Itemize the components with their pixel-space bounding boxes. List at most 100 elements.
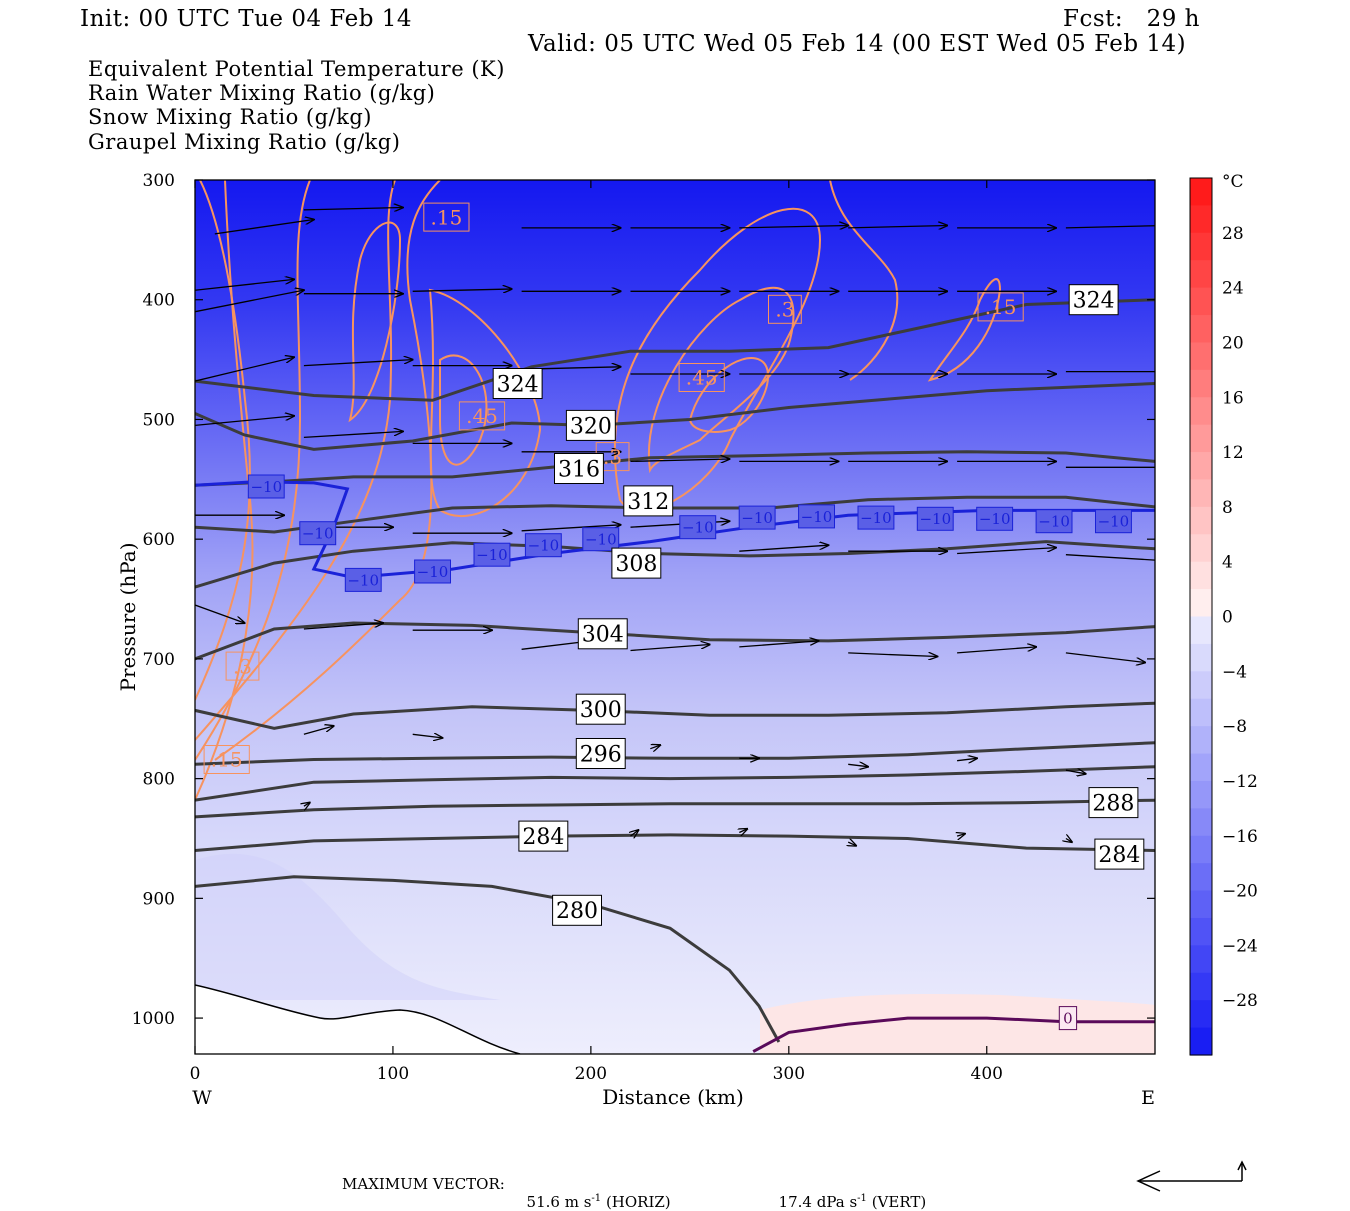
colorbar-segment bbox=[1190, 972, 1212, 1001]
wind-vector bbox=[957, 834, 965, 836]
wind-vector bbox=[195, 604, 245, 623]
colorbar-tick-label: 4 bbox=[1222, 553, 1233, 573]
colorbar-unit: °C bbox=[1222, 172, 1244, 192]
colorbar-segment bbox=[1190, 561, 1212, 590]
vert-exponent: -1 bbox=[857, 1193, 867, 1204]
minus10-label: −10 bbox=[247, 474, 285, 499]
svg-text:304: 304 bbox=[582, 623, 624, 648]
minus10-labels: −10 −10 −10 −10 −10 −10 −10 −10 −10 −10 −10 −10 −10 −… bbox=[247, 474, 1132, 592]
wind-vector bbox=[412, 289, 512, 291]
svg-text:.15: .15 bbox=[985, 295, 1017, 319]
vert-tag: (VERT) bbox=[871, 1193, 927, 1211]
theta-e-line-288 bbox=[195, 798, 1155, 819]
wind-vector bbox=[412, 734, 443, 738]
svg-text:.45: .45 bbox=[686, 366, 718, 390]
colorbar-segment bbox=[1190, 232, 1212, 261]
minus10-label: −10 bbox=[344, 567, 382, 592]
theta-e-line-292 bbox=[195, 765, 1155, 802]
minus10-label: −10 bbox=[1095, 509, 1132, 534]
colorbar-segment bbox=[1190, 917, 1212, 946]
theta-e-label-320: 320 bbox=[565, 409, 616, 441]
svg-text:324: 324 bbox=[497, 373, 539, 398]
y-tick-label: 1000 bbox=[132, 1009, 175, 1029]
svg-text:−10: −10 bbox=[347, 571, 379, 589]
y-tick-label: 900 bbox=[143, 889, 175, 909]
colorbar-segment bbox=[1190, 808, 1212, 837]
wind-vector bbox=[195, 279, 294, 291]
wind-vector bbox=[957, 548, 1056, 555]
reference-vector-icon bbox=[1136, 1160, 1247, 1192]
legend-snow: Snow Mixing Ratio (g/kg) bbox=[88, 105, 372, 129]
colorbar-segment bbox=[1190, 1000, 1212, 1029]
x-tick-label: 0 bbox=[190, 1064, 201, 1084]
wind-vector bbox=[303, 623, 383, 630]
theta-e-label-300: 300 bbox=[575, 693, 626, 725]
minus10-label: −10 bbox=[976, 506, 1014, 531]
svg-text:−10: −10 bbox=[1098, 513, 1130, 531]
snow-labels: .15 .3 .15 .45 .45 .3 .3 .15 bbox=[203, 202, 1024, 774]
svg-text:.3: .3 bbox=[603, 445, 622, 469]
minus10-label: −10 bbox=[582, 527, 620, 552]
svg-text:−10: −10 bbox=[741, 509, 773, 527]
y-tick-label: 800 bbox=[143, 770, 175, 790]
svg-text:−10: −10 bbox=[801, 508, 833, 526]
plot-frame bbox=[194, 179, 1156, 1055]
theta-e-label-284: 284 bbox=[1094, 838, 1145, 870]
colorbar-segment bbox=[1190, 534, 1212, 563]
wind-vector bbox=[630, 645, 710, 652]
colorbar-segment bbox=[1190, 643, 1212, 672]
theta-e-label-312: 312 bbox=[623, 485, 674, 517]
svg-text:308: 308 bbox=[615, 552, 657, 577]
colorbar-segment bbox=[1190, 780, 1212, 809]
theta-e-label-284: 284 bbox=[518, 820, 569, 852]
theta-e-label-324: 324 bbox=[492, 368, 543, 399]
colorbar-segment bbox=[1190, 178, 1212, 207]
svg-text:.15: .15 bbox=[430, 205, 462, 229]
svg-text:312: 312 bbox=[627, 490, 669, 515]
east-label: E bbox=[1141, 1087, 1155, 1109]
minus10-label: −10 bbox=[738, 505, 776, 530]
x-tick-label: 400 bbox=[971, 1064, 1003, 1084]
colorbar-segment bbox=[1190, 315, 1212, 344]
colorbar-segment bbox=[1190, 287, 1212, 316]
snow-label: .15 bbox=[203, 745, 250, 774]
wind-vector bbox=[195, 290, 304, 313]
legend-rain: Rain Water Mixing Ratio (g/kg) bbox=[88, 81, 436, 105]
colorbar-segment bbox=[1190, 1027, 1212, 1056]
minus10-label: −10 bbox=[299, 521, 337, 546]
colorbar: 28 24 20 16 12 8 4 0 −4 −8 −12 −16 −20 −24 −28 bbox=[1189, 177, 1258, 1056]
wind-vector bbox=[739, 226, 848, 228]
wind-vector bbox=[1066, 839, 1072, 843]
theta-e-line-296 bbox=[195, 741, 1155, 766]
theta-e-line-316 bbox=[195, 450, 1155, 487]
horiz-tag: (HORIZ) bbox=[605, 1193, 671, 1211]
wind-vector bbox=[303, 431, 403, 439]
terrain-line bbox=[195, 984, 521, 1054]
colorbar-segment bbox=[1190, 452, 1212, 481]
colorbar-tick-label: 20 bbox=[1222, 333, 1244, 353]
theta-e-label-280: 280 bbox=[552, 894, 602, 926]
wind-vector bbox=[848, 226, 947, 228]
minus10-label: −10 bbox=[916, 506, 954, 531]
svg-text:288: 288 bbox=[1092, 792, 1134, 817]
wind-vector bbox=[303, 726, 334, 735]
colorbar-tick-label: 28 bbox=[1222, 224, 1244, 244]
colorbar-segment bbox=[1190, 397, 1212, 426]
svg-text:0: 0 bbox=[1063, 1010, 1073, 1028]
wind-vector bbox=[304, 803, 310, 807]
minus10-label: −10 bbox=[679, 515, 717, 540]
x-tick-label: 300 bbox=[773, 1064, 805, 1084]
wind-vector bbox=[957, 758, 977, 760]
theta-e-label-288: 288 bbox=[1088, 787, 1139, 819]
theta-e-label-304: 304 bbox=[577, 618, 628, 650]
colorbar-segment bbox=[1190, 835, 1212, 864]
wind-vector bbox=[631, 830, 639, 836]
wind-vector bbox=[1065, 770, 1086, 774]
colorbar-segment bbox=[1190, 671, 1212, 700]
snow-label: .3 bbox=[768, 294, 802, 324]
colorbar-segment bbox=[1190, 616, 1212, 645]
west-label: W bbox=[192, 1087, 212, 1109]
theta-e-line-304 bbox=[195, 621, 1155, 661]
colorbar-tick-label: −24 bbox=[1222, 936, 1258, 956]
